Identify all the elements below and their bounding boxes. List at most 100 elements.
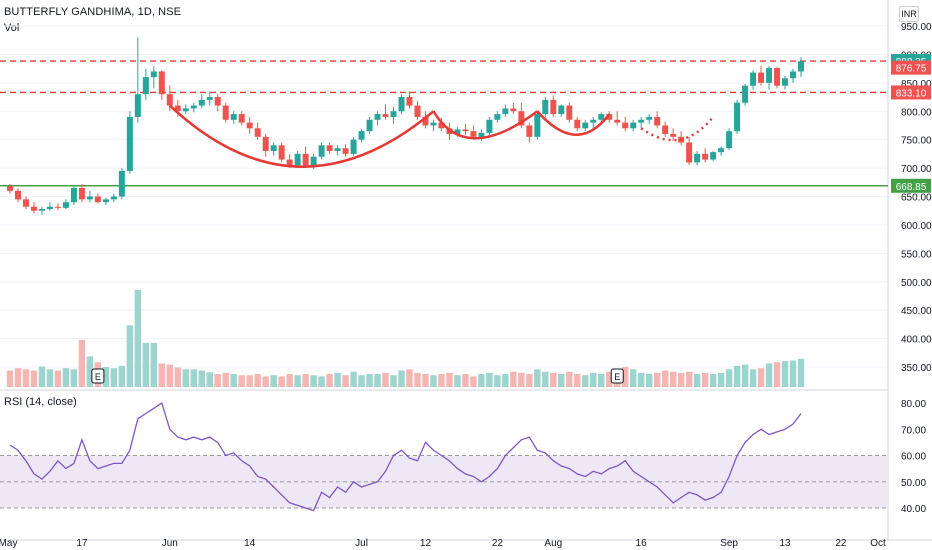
candle bbox=[638, 116, 645, 129]
volume-bar bbox=[669, 371, 677, 387]
candle-body bbox=[438, 122, 445, 129]
candle bbox=[86, 190, 93, 203]
candle-body bbox=[614, 119, 621, 123]
candle bbox=[742, 83, 749, 106]
volume-bar bbox=[709, 374, 717, 387]
candle-body bbox=[190, 105, 197, 109]
candle bbox=[366, 116, 373, 134]
candle bbox=[7, 183, 13, 194]
candle-body bbox=[30, 206, 37, 211]
candle-body bbox=[310, 156, 317, 166]
volume-bar bbox=[606, 371, 613, 387]
candle-body bbox=[702, 153, 709, 160]
candle bbox=[542, 97, 549, 117]
volume-bar bbox=[382, 372, 389, 387]
volume-bar bbox=[550, 372, 557, 387]
x-tick-label: Sep bbox=[720, 538, 738, 549]
candle bbox=[270, 142, 277, 156]
x-tick-label: Aug bbox=[544, 538, 562, 549]
candle bbox=[670, 128, 677, 141]
candle-body bbox=[422, 116, 429, 126]
price-label-box bbox=[891, 85, 931, 100]
volume-bar bbox=[126, 325, 134, 387]
candle-body bbox=[78, 187, 85, 200]
volume-bar bbox=[286, 374, 293, 387]
y-tick-label: 600.00 bbox=[901, 221, 932, 232]
x-tick-label: Jul bbox=[355, 538, 368, 549]
candle-body bbox=[758, 72, 765, 83]
volume-bar bbox=[118, 365, 126, 387]
volume-bar bbox=[510, 371, 517, 387]
candle-body bbox=[510, 108, 517, 112]
candle-body bbox=[254, 128, 261, 137]
rsi-tick-label: 70.00 bbox=[901, 425, 926, 436]
candle-body bbox=[334, 148, 341, 152]
y-tick-label: 750.00 bbox=[901, 136, 932, 147]
candle bbox=[518, 102, 525, 129]
candle-body bbox=[494, 114, 501, 120]
volume-bar bbox=[717, 372, 725, 387]
candle-body bbox=[246, 122, 253, 129]
volume-bar bbox=[350, 371, 357, 387]
candle bbox=[158, 70, 165, 100]
volume-bar bbox=[334, 372, 341, 387]
volume-bar bbox=[270, 375, 277, 387]
candle bbox=[54, 203, 61, 211]
candle bbox=[774, 66, 781, 89]
rsi-line bbox=[9, 401, 802, 512]
candle bbox=[686, 136, 693, 166]
candle bbox=[422, 111, 429, 129]
candle bbox=[326, 142, 333, 154]
candle-body bbox=[686, 142, 693, 163]
candle-body bbox=[542, 99, 549, 115]
candle bbox=[374, 111, 381, 126]
candle-body bbox=[278, 145, 285, 160]
candle bbox=[102, 197, 109, 206]
candle-body bbox=[710, 152, 717, 160]
candle-body bbox=[286, 159, 293, 166]
candle-body bbox=[478, 132, 485, 137]
candle-body bbox=[134, 94, 141, 117]
earnings-marker-label: E bbox=[614, 372, 620, 382]
volume-bar bbox=[246, 375, 253, 387]
candle-body bbox=[166, 94, 173, 106]
candle-body bbox=[318, 145, 325, 157]
x-tick-label: May bbox=[0, 538, 17, 549]
candle-body bbox=[694, 153, 701, 163]
y-tick-label: 350.00 bbox=[901, 363, 932, 374]
candle-body bbox=[606, 114, 613, 120]
candle-body bbox=[142, 77, 149, 95]
candle bbox=[758, 65, 765, 86]
candle bbox=[206, 91, 213, 106]
candle bbox=[582, 119, 589, 132]
candle-body bbox=[182, 108, 189, 112]
volume-bar bbox=[693, 374, 701, 387]
candle bbox=[214, 94, 221, 112]
volume-bar bbox=[198, 370, 205, 387]
volume-bar bbox=[518, 372, 525, 387]
volume-bar bbox=[534, 369, 541, 387]
candle-body bbox=[566, 105, 573, 120]
volume-bar bbox=[230, 374, 237, 387]
candle-body bbox=[222, 105, 229, 120]
volume-bar bbox=[645, 374, 653, 387]
candle bbox=[782, 76, 789, 90]
volume-bar bbox=[390, 375, 397, 387]
candle-body bbox=[782, 78, 789, 86]
volume-bar bbox=[566, 371, 573, 387]
volume-bar bbox=[222, 372, 229, 387]
volume-label: Vol bbox=[4, 22, 20, 34]
candle bbox=[486, 116, 493, 137]
volume-bar bbox=[478, 374, 485, 387]
candle-body bbox=[294, 153, 301, 166]
volume-bar bbox=[326, 374, 333, 387]
candle bbox=[150, 65, 157, 89]
currency-selector[interactable]: INR bbox=[899, 6, 919, 22]
candle bbox=[734, 99, 741, 134]
candle bbox=[278, 142, 285, 163]
candle-body bbox=[654, 116, 661, 126]
candle-body bbox=[54, 206, 61, 208]
volume-bar bbox=[54, 370, 62, 387]
volume-bar bbox=[174, 367, 181, 387]
